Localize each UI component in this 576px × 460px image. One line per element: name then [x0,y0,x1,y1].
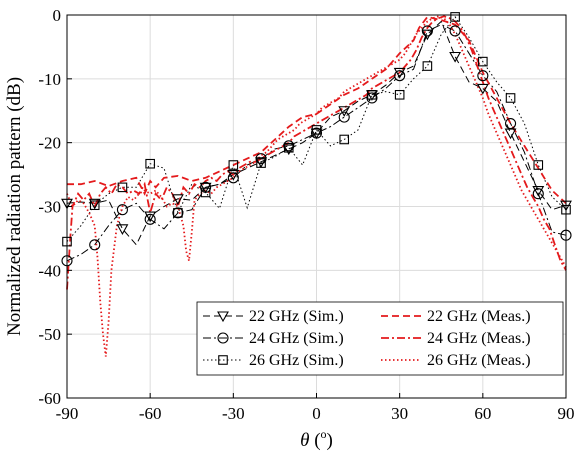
square-marker [256,158,266,168]
circle-marker [338,111,350,123]
x-tick-label: 90 [558,404,575,423]
x-axis-label: θ (o) [300,427,333,451]
legend-label: 22 GHz (Sim.) [249,308,344,325]
circle-marker [217,332,229,344]
legend-label: 26 GHz (Sim.) [249,352,344,369]
square-marker [339,134,350,145]
square-marker [283,142,294,153]
triangle-marker [504,128,517,140]
y-tick-label: -60 [38,389,61,408]
triangle-marker [217,311,229,323]
square-marker [422,61,433,71]
legend-label: 22 GHz (Meas.) [427,308,531,325]
square-marker [173,208,183,218]
triangle-marker [144,211,157,223]
legend-label: 26 GHz (Meas.) [427,352,531,369]
square-marker [89,200,100,211]
circle-marker [310,127,323,139]
series-line-4 [67,15,567,204]
circle-marker [200,181,212,193]
y-tick-label: -50 [38,325,61,344]
triangle-marker [393,67,406,79]
triangle-marker [310,128,323,140]
series-line-3 [66,16,567,242]
triangle-marker [476,83,489,95]
square-marker [218,355,228,365]
circle-marker [532,188,544,200]
circle-marker [116,204,128,216]
series-line-6 [66,15,567,357]
square-marker [200,187,211,198]
triangle-marker [532,185,545,197]
square-marker [367,89,377,100]
x-axis-symbol: θ [300,430,309,451]
circle-marker [144,213,156,225]
circle-marker [255,153,267,165]
square-marker [505,93,516,103]
legend-label: 24 GHz (Meas.) [427,330,531,347]
y-tick-label: 0 [53,6,62,25]
square-marker [394,89,405,100]
circle-marker [421,25,433,37]
triangle-marker [338,106,351,117]
circle-marker [505,117,517,130]
triangle-marker [116,224,129,235]
circle-marker [172,207,184,219]
circle-marker [366,92,378,104]
x-tick-label: 0 [312,404,321,423]
y-tick-label: -20 [38,134,61,153]
triangle-marker [227,170,240,181]
series-line-1 [66,20,567,246]
x-tick-label: -60 [139,404,162,423]
circle-marker [89,239,101,251]
triangle-marker [449,51,462,63]
square-marker [228,160,239,170]
square-marker [478,56,488,67]
y-tick-label: -30 [38,198,61,217]
x-tick-label: -30 [222,404,245,423]
square-marker [533,160,544,170]
y-tick-label: -10 [38,70,61,89]
x-axis-unit-open: ( [309,430,320,451]
series-line-2 [66,24,567,262]
circle-marker [394,70,406,82]
x-tick-label: 30 [391,404,408,423]
triangle-marker [88,198,101,210]
circle-marker [283,140,295,152]
legend-label: 24 GHz (Sim.) [249,330,344,347]
square-marker [145,158,155,169]
circle-marker [449,25,461,37]
legend: 22 GHz (Sim.) 24 GHz (Sim.) 26 GHz (Sim.) 2… [196,301,564,376]
circle-marker [227,172,239,184]
x-axis-unit-sup: o [321,427,327,441]
triangle-marker [171,194,184,205]
circle-marker [477,70,489,82]
x-tick-label: -90 [56,404,79,423]
legend-box [196,301,564,376]
square-marker [311,125,322,135]
axis-ticks: -90 -60 -30 0 30 60 900-10-20-30-40-50-60 [38,6,574,423]
square-marker [450,12,460,22]
y-axis-label: Normalized radiation pattern (dB) [4,77,25,336]
square-marker [117,182,128,193]
x-tick-label: 60 [474,404,491,423]
y-tick-label: -40 [38,261,61,280]
x-axis-unit-close: ) [327,430,333,451]
